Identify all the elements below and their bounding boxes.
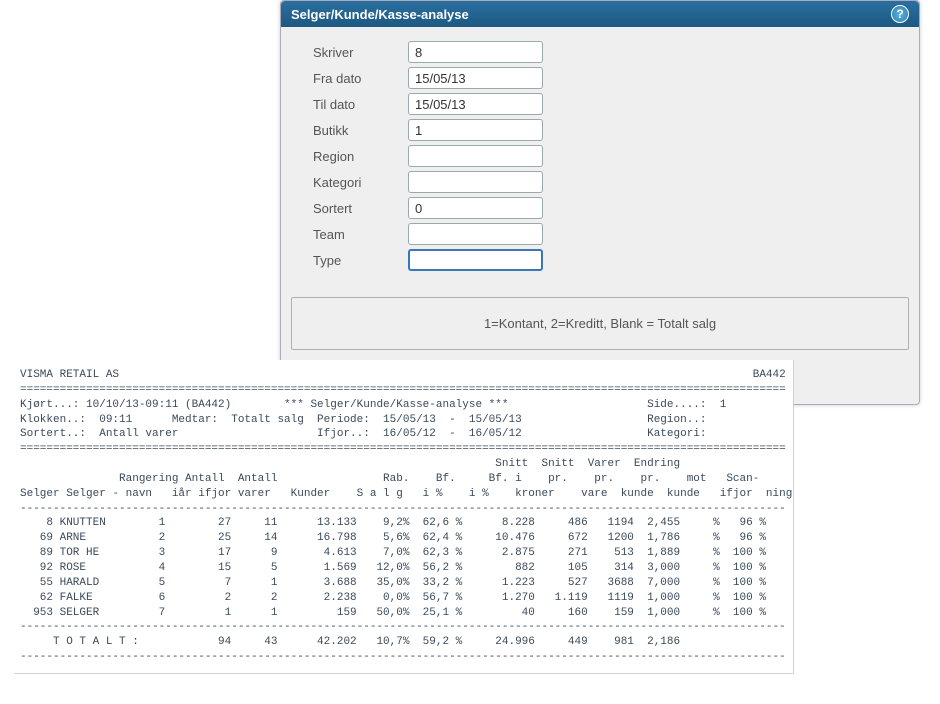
dialog-title: Selger/Kunde/Kasse-analyse [291,7,469,22]
row-fra-dato: Fra dato [313,67,887,89]
label-butikk: Butikk [313,123,408,138]
report-output: VISMA RETAIL AS BA442 ==================… [14,360,794,674]
row-skriver: Skriver [313,41,887,63]
label-til-dato: Til dato [313,97,408,112]
input-type[interactable] [408,249,543,271]
input-til-dato[interactable] [408,93,543,115]
row-sortert: Sortert [313,197,887,219]
hint-box: 1=Kontant, 2=Kreditt, Blank = Totalt sal… [291,297,909,350]
help-icon[interactable]: ? [891,5,909,23]
label-team: Team [313,227,408,242]
titlebar: Selger/Kunde/Kasse-analyse ? [281,1,919,27]
input-kategori[interactable] [408,171,543,193]
row-region: Region [313,145,887,167]
input-fra-dato[interactable] [408,67,543,89]
label-fra-dato: Fra dato [313,71,408,86]
row-butikk: Butikk [313,119,887,141]
form: Skriver Fra dato Til dato Butikk Region … [281,27,919,285]
row-type: Type [313,249,887,271]
input-skriver[interactable] [408,41,543,63]
label-type: Type [313,253,408,268]
input-team[interactable] [408,223,543,245]
row-til-dato: Til dato [313,93,887,115]
label-skriver: Skriver [313,45,408,60]
label-region: Region [313,149,408,164]
row-kategori: Kategori [313,171,887,193]
label-sortert: Sortert [313,201,408,216]
label-kategori: Kategori [313,175,408,190]
input-region[interactable] [408,145,543,167]
input-sortert[interactable] [408,197,543,219]
input-butikk[interactable] [408,119,543,141]
row-team: Team [313,223,887,245]
analysis-dialog: Selger/Kunde/Kasse-analyse ? Skriver Fra… [280,0,920,405]
